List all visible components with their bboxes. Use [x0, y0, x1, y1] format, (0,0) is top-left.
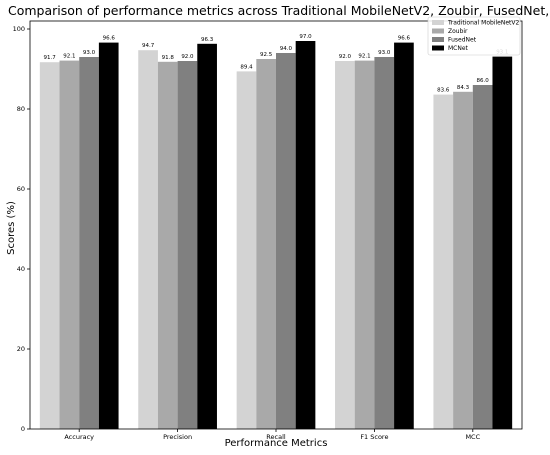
legend-box — [427, 16, 521, 56]
data-label: 94.7 — [142, 43, 155, 49]
x-tick-label: MCC — [465, 433, 480, 441]
bar — [157, 61, 178, 430]
bar — [354, 60, 375, 429]
legend-swatch — [432, 28, 444, 34]
x-tick-label: Accuracy — [64, 433, 94, 441]
y-tick-label: 40 — [17, 265, 25, 273]
data-label: 94.0 — [280, 46, 293, 52]
x-axis-label: Performance Metrics — [225, 438, 328, 449]
legend-label: Zoubir — [448, 28, 468, 35]
bar — [472, 85, 493, 429]
y-tick-label: 60 — [17, 185, 25, 193]
bar — [295, 41, 316, 429]
legend-label: Traditional MobileNetV2 — [447, 20, 519, 27]
bar — [197, 43, 217, 430]
data-label: 84.3 — [457, 85, 470, 91]
data-label: 86.0 — [477, 78, 490, 84]
data-label: 83.6 — [437, 88, 450, 94]
bar — [98, 42, 119, 429]
data-label: 92.0 — [181, 54, 194, 60]
bar — [138, 50, 158, 429]
bar — [59, 60, 80, 429]
plot-area: 91.7 92.1 93.0 96.6 Accuracy 94.7 91.8 92.0 96.3… — [13, 20, 523, 441]
y-tick-label: 0 — [21, 425, 25, 433]
data-label: 92.1 — [63, 54, 75, 60]
data-label: 92.5 — [260, 52, 273, 58]
data-label: 93.0 — [83, 50, 96, 56]
data-label: 96.6 — [103, 36, 116, 42]
chart-title: Comparison of performance metrics across… — [8, 3, 550, 18]
bar — [236, 71, 257, 430]
data-label: 97.0 — [299, 34, 312, 40]
bar — [433, 94, 454, 429]
y-tick-label: 80 — [17, 105, 25, 113]
data-label: 92.1 — [358, 54, 370, 60]
bar — [177, 61, 198, 429]
bar — [79, 57, 99, 429]
data-label: 96.3 — [201, 37, 214, 43]
x-tick-label: Recall — [266, 433, 286, 441]
bar — [453, 91, 473, 430]
y-axis-label: Scores (%) — [6, 201, 17, 255]
bar — [256, 59, 276, 429]
data-label: 91.7 — [44, 55, 57, 61]
legend-label: MCNet — [448, 45, 469, 52]
data-label: 93.0 — [378, 50, 391, 56]
bar — [335, 61, 355, 429]
legend-swatch — [432, 45, 444, 51]
y-tick-label: 100 — [13, 25, 25, 33]
legend-label: FusedNet — [448, 37, 477, 44]
data-label: 91.8 — [162, 55, 175, 61]
bar — [394, 42, 414, 429]
bar — [39, 62, 60, 429]
bar — [374, 57, 395, 429]
legend-swatch — [432, 37, 444, 42]
data-label: 92.0 — [339, 54, 352, 60]
data-label: 96.6 — [398, 36, 411, 42]
x-tick-label: Precision — [163, 433, 192, 441]
legend-swatch — [432, 20, 444, 25]
bar — [276, 53, 296, 429]
plot-frame — [29, 20, 523, 430]
x-tick-label: F1 Score — [360, 433, 388, 441]
data-label: 89.4 — [240, 64, 253, 70]
y-tick-label: 20 — [17, 345, 25, 353]
bar — [492, 56, 513, 429]
